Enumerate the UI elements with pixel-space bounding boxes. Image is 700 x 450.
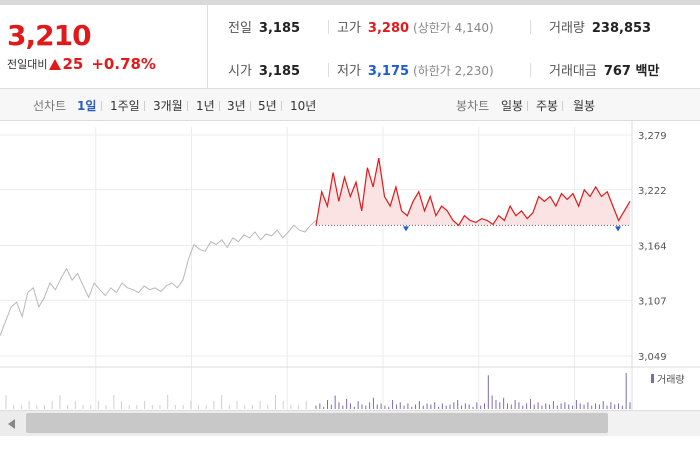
previous-day-line: [0, 220, 317, 336]
today-area-fill: [316, 158, 630, 226]
lower-limit: (하한가 2,230): [413, 64, 494, 78]
stat-value: 3,185: [258, 64, 301, 79]
price-block: 3,210 전일대비 25 +0.78%: [0, 5, 208, 89]
stat-high: 고가 3,280 (상한가 4,140): [337, 17, 494, 36]
price-chart-svg: 3,279 3,222 3,164 3,107 3,049 거래량: [0, 121, 700, 410]
y-tick-label: 3,049: [638, 352, 667, 363]
y-tick-label: 3,279: [638, 131, 667, 142]
stat-volume: 거래량 238,853: [549, 17, 651, 36]
period-10y[interactable]: 10년: [290, 99, 317, 113]
stat-value: 3,175: [367, 64, 410, 79]
scroll-track[interactable]: [608, 411, 700, 436]
candle-chart-label: 봉차트: [456, 99, 490, 113]
divider: [281, 101, 282, 111]
stat-value: 767 백만: [603, 64, 660, 79]
divider: [144, 101, 145, 111]
period-5y[interactable]: 5년: [258, 99, 277, 113]
divider: [530, 63, 531, 77]
change-percent: +0.78%: [91, 55, 156, 73]
y-tick-label: 3,222: [638, 186, 667, 197]
period-1w[interactable]: 1주일: [110, 99, 140, 113]
current-price: 3,210: [7, 19, 92, 52]
arrow-left-icon: [7, 418, 15, 429]
period-3y[interactable]: 3년: [227, 99, 246, 113]
stat-label: 거래량: [549, 21, 585, 36]
up-triangle-icon: [49, 58, 62, 70]
stat-label: 시가: [228, 64, 252, 79]
scroll-left-button[interactable]: [0, 411, 22, 436]
period-1d[interactable]: 1일: [77, 99, 97, 113]
candle-monthly[interactable]: 월봉: [573, 99, 596, 113]
low-marker: [615, 226, 621, 232]
chart-scrollbar[interactable]: [0, 410, 700, 436]
bottom-strip: [0, 436, 700, 450]
candle-daily[interactable]: 일봉: [501, 99, 524, 113]
divider: [219, 101, 220, 111]
divider: [530, 20, 531, 34]
stat-value: 238,853: [591, 21, 652, 36]
change-value: 25: [62, 55, 84, 73]
chart-toolbar: 선차트 1일 1주일 3개월 1년 3년 5년 10년 봉차트 일봉 주봉 월봉: [0, 89, 700, 121]
stat-label: 저가: [337, 64, 361, 79]
y-tick-label: 3,107: [638, 296, 667, 307]
stat-value: 3,185: [258, 21, 301, 36]
quote-summary: 3,210 전일대비 25 +0.78% 전일 3,185 고가 3,280 (…: [0, 5, 700, 89]
stat-prev-close: 전일 3,185: [228, 17, 300, 36]
divider: [187, 101, 188, 111]
stat-open: 시가 3,185: [228, 60, 300, 79]
stat-label: 전일: [228, 21, 252, 36]
scroll-thumb[interactable]: [26, 413, 608, 433]
stat-label: 고가: [337, 21, 361, 36]
change-row: 전일대비 25 +0.78%: [7, 55, 156, 73]
today-price-line: [315, 157, 631, 227]
low-marker: [403, 226, 409, 232]
y-tick-label: 3,164: [638, 242, 667, 253]
divider: [527, 101, 528, 111]
stat-low: 저가 3,175 (하한가 2,230): [337, 60, 494, 79]
stat-label: 거래대금: [549, 64, 597, 79]
divider: [562, 101, 563, 111]
price-chart: 3,279 3,222 3,164 3,107 3,049 거래량: [0, 121, 700, 450]
divider: [328, 63, 329, 77]
period-3m[interactable]: 3개월: [153, 99, 183, 113]
volume-legend-swatch: [651, 374, 654, 383]
stat-amount: 거래대금 767 백만: [549, 60, 659, 79]
stat-value: 3,280: [367, 21, 410, 36]
volume-legend-label: 거래량: [657, 374, 685, 386]
divider: [250, 101, 251, 111]
top-border: [0, 0, 700, 5]
upper-limit: (상한가 4,140): [413, 21, 494, 35]
change-label: 전일대비: [7, 58, 48, 71]
line-chart-label: 선차트: [33, 99, 67, 113]
divider: [101, 101, 102, 111]
divider: [328, 20, 329, 34]
candle-weekly[interactable]: 주봉: [536, 99, 559, 113]
period-1y[interactable]: 1년: [196, 99, 215, 113]
